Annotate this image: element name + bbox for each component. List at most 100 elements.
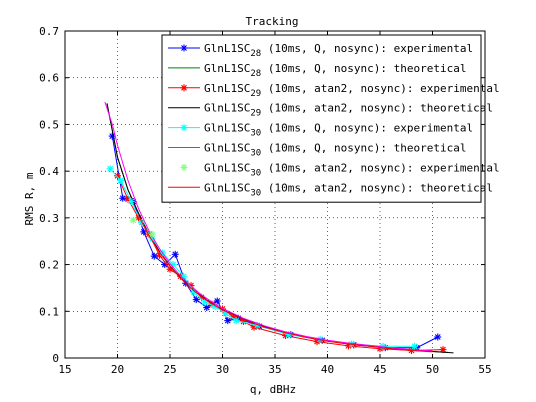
x-axis-label: q, dBHz (250, 383, 296, 396)
series-point (224, 317, 232, 325)
series-line (104, 101, 433, 352)
legend-label: GlnL1SC30 (10ms, atan2, nosync): theoret… (204, 181, 493, 198)
series-point (180, 163, 188, 171)
series-point (117, 176, 125, 184)
point-stroke (440, 346, 446, 353)
legend-entry: GlnL1SC29 (10ms, atan2, nosync): theoret… (168, 102, 493, 119)
point-stroke (130, 217, 137, 224)
series-point (439, 346, 447, 354)
point-stroke (224, 317, 231, 324)
x-tick-label: 35 (268, 363, 281, 376)
legend-entry: GlnL1SC30 (10ms, atan2, nosync): theoret… (168, 181, 493, 198)
series-8 (138, 215, 433, 353)
legend-entry: GlnL1SC30 (10ms, Q, nosync): experimenta… (168, 122, 473, 139)
legend-entry: GlnL1SC28 (10ms, Q, nosync): experimenta… (168, 42, 473, 59)
legend-label: GlnL1SC30 (10ms, Q, nosync): theoretical (204, 142, 467, 159)
legend-label: GlnL1SC28 (10ms, Q, nosync): theoretical (204, 62, 467, 79)
y-tick-label: 0.7 (39, 25, 59, 38)
series-point (106, 165, 114, 173)
point-stroke (411, 343, 418, 350)
series-point (119, 194, 127, 202)
series-point (148, 230, 156, 238)
legend-label: GlnL1SC30 (10ms, atan2, nosync): experim… (204, 161, 500, 178)
series-point (127, 198, 135, 206)
series-point (250, 323, 258, 331)
series-point (169, 261, 177, 269)
point-stroke (149, 235, 156, 242)
point-stroke (181, 164, 187, 171)
x-tick-label: 50 (426, 363, 439, 376)
series-7 (129, 216, 156, 238)
point-stroke (191, 289, 198, 296)
series-point (192, 296, 200, 304)
point-stroke (149, 231, 156, 238)
legend-label: GlnL1SC30 (10ms, Q, nosync): experimenta… (204, 122, 473, 139)
x-tick-label: 15 (58, 363, 71, 376)
grid-lines (65, 31, 485, 358)
series-point (180, 44, 188, 52)
legend-box (161, 34, 482, 203)
series-point (190, 289, 198, 297)
x-tick-label: 40 (321, 363, 334, 376)
y-tick-label: 0.6 (39, 72, 59, 85)
legend: GlnL1SC28 (10ms, Q, nosync): experimenta… (161, 34, 500, 203)
point-stroke (128, 198, 135, 205)
series-point (129, 216, 137, 224)
x-tick-label: 20 (111, 363, 124, 376)
axis-ticks: 15 20 25 30 35 40 45 50 55 0 0.1 0.2 0.3 0.4 0.5 0.6 0.7 (39, 25, 492, 376)
series-point (171, 250, 179, 258)
series-point (201, 298, 209, 306)
point-stroke (119, 195, 126, 202)
point-stroke (114, 172, 121, 179)
point-stroke (181, 84, 187, 91)
series-point (411, 342, 419, 350)
point-stroke (181, 45, 187, 51)
point-stroke (193, 296, 200, 303)
series-point (203, 304, 211, 312)
point-stroke (233, 317, 240, 324)
legend-label: GlnL1SC29 (10ms, atan2, nosync): theoret… (204, 102, 493, 119)
y-tick-label: 0.2 (39, 259, 59, 272)
point-stroke (214, 298, 221, 304)
series-point (150, 252, 158, 260)
point-stroke (170, 261, 177, 268)
point-stroke (117, 177, 124, 184)
legend-entry: GlnL1SC30 (10ms, atan2, nosync): experim… (180, 161, 500, 178)
point-stroke (161, 261, 168, 268)
chart-title: Tracking (246, 15, 299, 28)
series-point (180, 124, 188, 132)
legend-entry: GlnL1SC30 (10ms, Q, nosync): theoretical (168, 142, 467, 159)
point-stroke (109, 133, 116, 140)
point-stroke (172, 251, 179, 258)
x-tick-label: 45 (373, 363, 386, 376)
series-point (180, 84, 188, 92)
series-point (213, 297, 221, 305)
legend-entry: GlnL1SC28 (10ms, Q, nosync): theoretical (168, 62, 467, 79)
point-stroke (434, 334, 441, 340)
series-point (434, 333, 442, 341)
y-tick-label: 0.3 (39, 212, 59, 225)
x-tick-label: 55 (478, 363, 491, 376)
series-point (140, 228, 148, 236)
point-stroke (203, 304, 210, 311)
y-tick-label: 0.1 (39, 305, 59, 318)
point-stroke (181, 124, 187, 131)
y-axis-label: RMS R, m (23, 172, 36, 225)
series-line (138, 215, 433, 353)
point-stroke (151, 253, 158, 260)
y-tick-label: 0.4 (39, 165, 59, 178)
legend-entry: GlnL1SC29 (10ms, atan2, nosync): experim… (168, 82, 500, 99)
x-tick-label: 30 (216, 363, 229, 376)
point-stroke (140, 228, 147, 235)
series-point (114, 172, 121, 180)
y-tick-label: 0.5 (39, 118, 59, 131)
point-stroke (107, 165, 114, 172)
x-tick-label: 25 (163, 363, 176, 376)
y-tick-label: 0 (52, 352, 59, 365)
legend-label: GlnL1SC29 (10ms, atan2, nosync): experim… (204, 82, 500, 99)
series-point (232, 317, 240, 325)
plot-series (104, 101, 454, 355)
series-6 (104, 101, 433, 352)
legend-label: GlnL1SC28 (10ms, Q, nosync): experimenta… (204, 42, 473, 59)
